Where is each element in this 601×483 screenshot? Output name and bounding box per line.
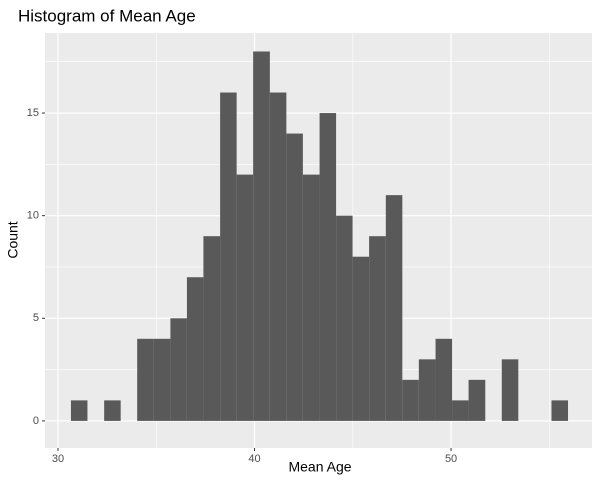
bar (302, 174, 320, 421)
bar (186, 277, 204, 421)
bar (352, 256, 370, 421)
bar (170, 318, 187, 421)
bar (153, 338, 171, 421)
y-tick-label: 10 (27, 210, 39, 222)
y-tick-label: 5 (33, 312, 39, 324)
bar (385, 195, 403, 421)
y-axis-label: Count (5, 221, 21, 258)
bar (253, 51, 270, 421)
bar (203, 236, 221, 421)
x-tick-label: 40 (248, 453, 260, 465)
bar (418, 359, 436, 421)
bar (435, 338, 453, 421)
bar (402, 379, 419, 421)
bar (70, 400, 88, 421)
bar (336, 215, 353, 421)
x-tick-label: 50 (445, 453, 457, 465)
bar (369, 236, 386, 421)
bar (104, 400, 121, 421)
y-tick-label: 15 (27, 107, 39, 119)
x-axis-label: Mean Age (288, 459, 351, 475)
chart-title: Histogram of Mean Age (18, 6, 196, 25)
y-tick-label: 0 (33, 415, 39, 427)
bar (286, 133, 303, 421)
bar (551, 400, 569, 421)
bar (269, 92, 287, 421)
bar (452, 400, 469, 421)
bar (137, 338, 154, 421)
bar (501, 359, 519, 421)
x-tick-label: 30 (52, 453, 64, 465)
bar (220, 92, 237, 421)
bar (236, 174, 254, 421)
bar (319, 113, 337, 421)
bar (468, 379, 486, 421)
